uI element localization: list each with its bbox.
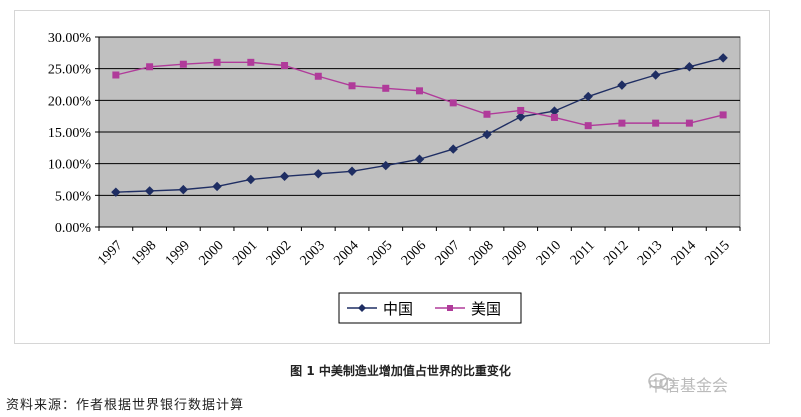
data-point-diamond — [718, 53, 728, 63]
data-point-diamond — [617, 80, 627, 90]
source-note: 资料来源：作者根据世界银行数据计算 — [6, 398, 245, 413]
x-tick-label: 2004 — [331, 238, 361, 268]
data-point-diamond — [246, 174, 256, 185]
data-point-square — [146, 63, 154, 71]
x-tick-label: 1998 — [129, 238, 159, 268]
y-tick-label: 0.00% — [55, 221, 92, 236]
data-point-square — [281, 62, 289, 69]
data-point-square — [112, 71, 120, 79]
x-tick-label: 2005 — [365, 238, 395, 268]
y-tick-label: 25.00% — [48, 63, 92, 78]
x-tick-label: 2013 — [635, 238, 665, 268]
y-tick-label: 5.00% — [55, 189, 92, 204]
x-tick-label: 2009 — [500, 238, 530, 268]
data-point-diamond — [583, 91, 593, 102]
data-point-diamond — [414, 154, 425, 164]
legend-marker-square — [447, 305, 453, 311]
watermark: 中信基金会 — [648, 372, 728, 396]
data-point-square — [449, 99, 457, 107]
x-tick-label: 2015 — [702, 238, 732, 268]
x-tick-label: 2011 — [568, 238, 598, 268]
y-tick-label: 20.00% — [48, 94, 92, 109]
data-point-diamond — [347, 166, 357, 176]
x-tick-label: 2001 — [230, 238, 260, 268]
data-point-diamond — [212, 181, 222, 192]
data-point-diamond — [178, 184, 189, 195]
line-chart: 0.00% 5.00% 10.00% 15.00% 20.00% 25.00% 30.00%… — [48, 31, 741, 324]
data-point-diamond — [313, 169, 323, 179]
data-point-square — [213, 58, 221, 66]
data-point-square — [416, 87, 423, 95]
data-point-diamond — [279, 171, 290, 182]
legend-label: 美国 — [471, 300, 501, 318]
data-point-square — [719, 111, 727, 119]
data-point-square — [314, 72, 322, 80]
data-point-diamond — [516, 112, 526, 122]
y-tick-label: 15.00% — [48, 126, 92, 141]
x-tick-label: 2008 — [466, 238, 496, 268]
data-point-diamond — [684, 62, 695, 72]
x-tick-label: 2012 — [601, 238, 631, 268]
data-point-diamond — [111, 187, 121, 197]
legend-marker-diamond — [358, 304, 366, 312]
figure-caption: 图 1 中美制造业增加值占世界的比重变化 — [290, 364, 511, 378]
data-point-diamond — [448, 144, 458, 154]
chart-container: 0.00% 5.00% 10.00% 15.00% 20.00% 25.00% 30.00%… — [14, 10, 770, 344]
data-point-diamond — [144, 186, 155, 196]
data-point-square — [483, 110, 491, 118]
x-tick-label: 2006 — [399, 238, 429, 268]
data-point-square — [550, 113, 558, 121]
x-tick-label: 1999 — [163, 238, 193, 268]
data-point-square — [652, 119, 660, 127]
data-point-square — [382, 84, 390, 92]
data-point-diamond — [650, 70, 661, 80]
x-tick-label: 2003 — [298, 238, 328, 268]
y-tick-label: 30.00% — [48, 31, 92, 46]
y-tick-label: 10.00% — [48, 158, 92, 173]
data-point-square — [584, 122, 592, 130]
x-tick-label: 2002 — [264, 238, 294, 268]
chat-bubbles-icon — [648, 373, 675, 391]
data-point-square — [618, 119, 626, 127]
data-point-diamond — [482, 129, 492, 140]
data-point-square — [179, 60, 187, 68]
data-point-square — [517, 106, 525, 114]
x-tick-label: 2010 — [534, 238, 564, 268]
data-point-square — [348, 82, 356, 90]
x-tick-label: 1997 — [95, 238, 125, 268]
data-point-square — [685, 119, 693, 127]
x-tick-label: 2000 — [196, 238, 226, 268]
data-point-diamond — [381, 160, 391, 171]
x-tick-label: 2014 — [669, 238, 699, 268]
legend-box — [338, 292, 522, 324]
legend-label: 中国 — [383, 300, 413, 318]
x-tick-label: 2007 — [433, 238, 463, 268]
watermark-text: 中信基金会 — [648, 376, 729, 395]
data-point-square — [247, 58, 255, 66]
